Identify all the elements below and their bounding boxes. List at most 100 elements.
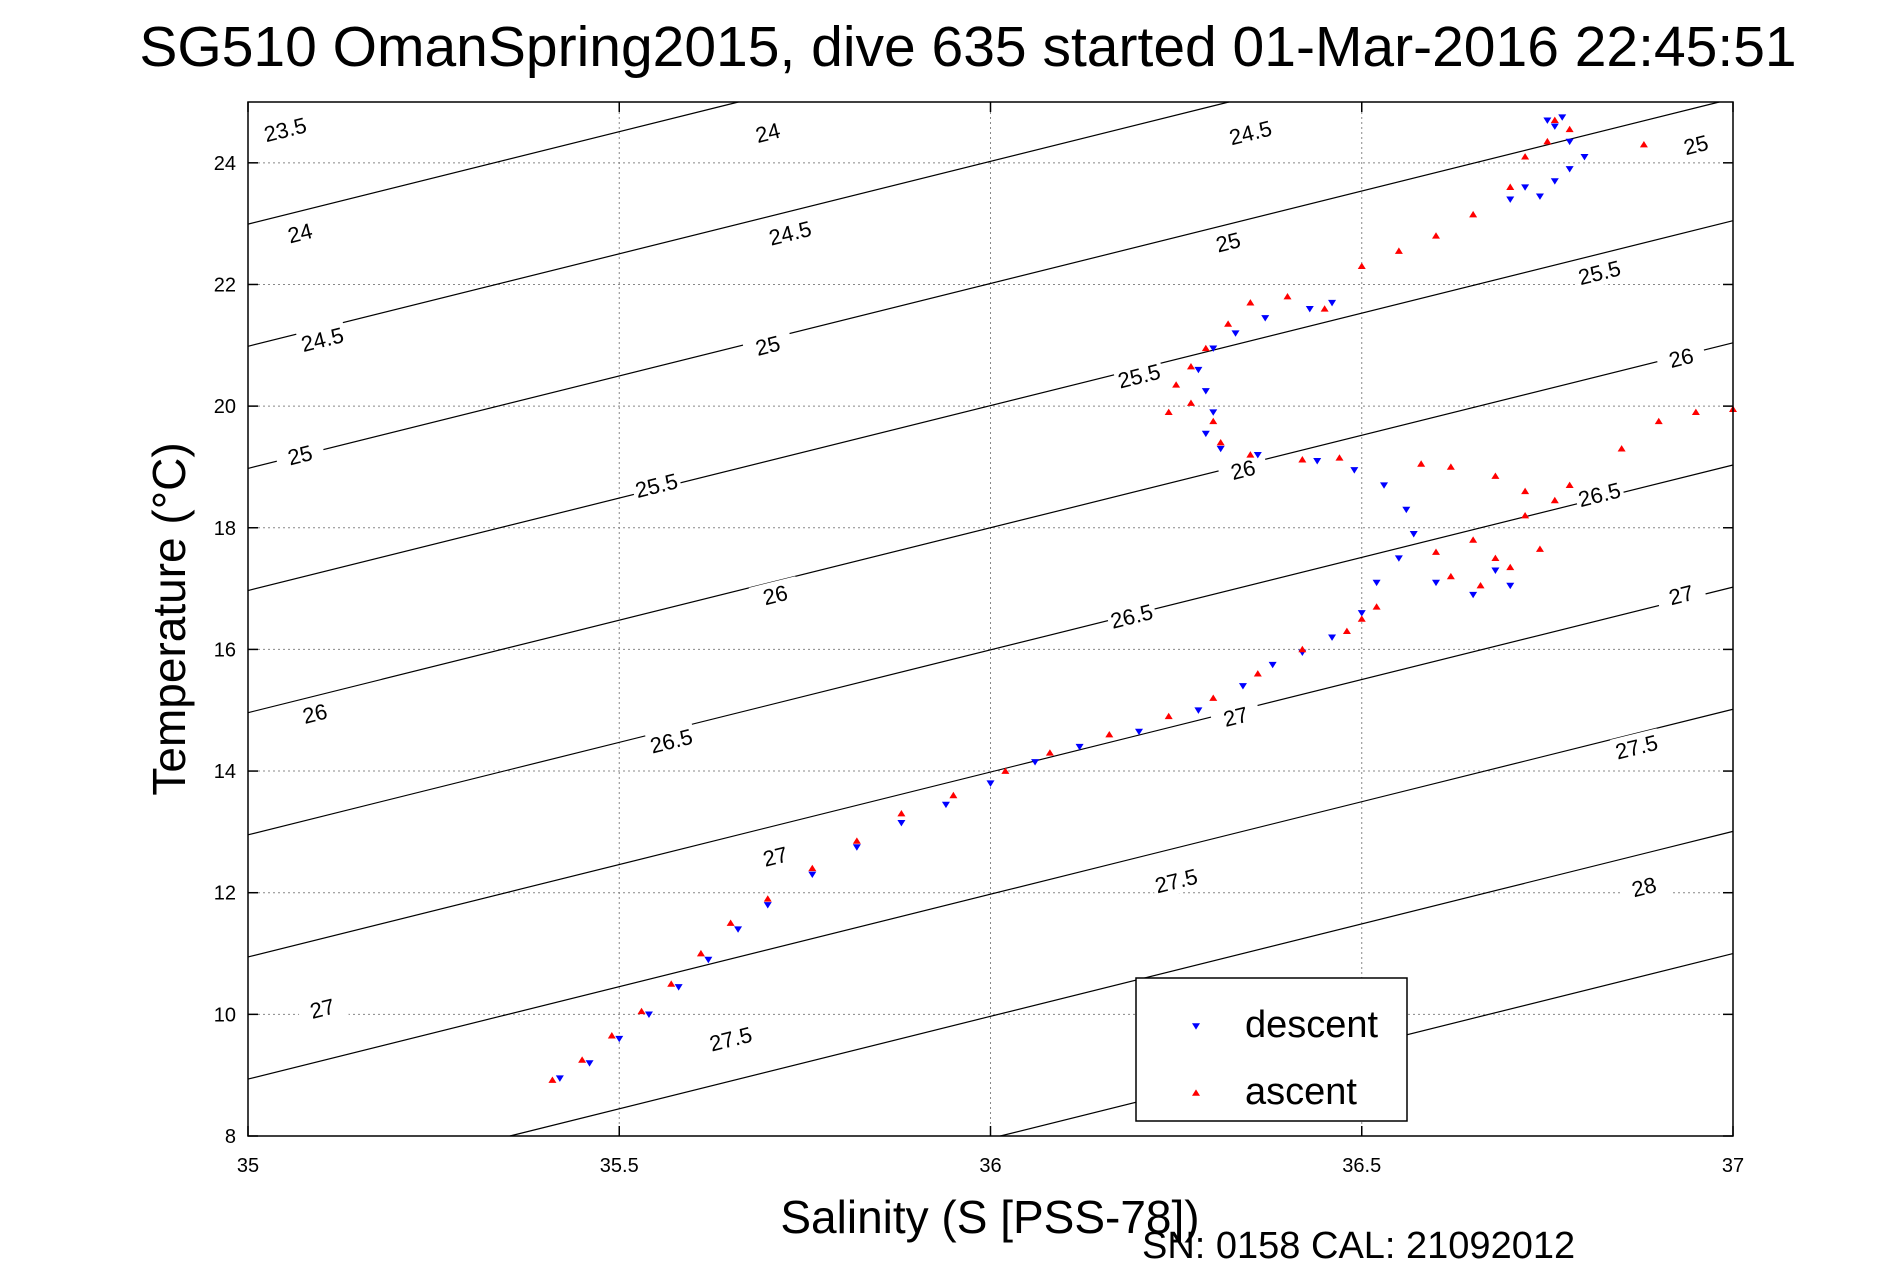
ascent-point [1246, 451, 1255, 458]
ascent-point [607, 1032, 616, 1039]
ascent-point [897, 810, 906, 817]
descent-point [1075, 743, 1084, 751]
contour-label-bg [1149, 862, 1203, 899]
ascent-point [1506, 183, 1515, 190]
contour-label-bg [748, 837, 802, 875]
descent-point [1580, 153, 1589, 161]
descent-point [1506, 196, 1515, 203]
descent-point [1469, 591, 1478, 599]
descent-point [1216, 445, 1225, 453]
descent-point [1268, 661, 1277, 669]
contour-label-bg [1112, 357, 1166, 395]
ascent-point [1335, 454, 1344, 461]
contour-label-bg [1572, 253, 1626, 291]
ascent-point [1372, 603, 1381, 610]
y-tick-label: 16 [214, 639, 236, 661]
descent-point [1394, 555, 1403, 562]
contour-label: 25 [1213, 227, 1243, 257]
ascent-point [1565, 125, 1574, 133]
legend-label-ascent: ascent [1245, 1071, 1357, 1113]
contour-label-bg [704, 1020, 758, 1058]
contour-label-bg [273, 214, 327, 252]
ascent-point [1357, 615, 1366, 622]
contour-label-bg [1209, 697, 1262, 735]
descent-point [1350, 467, 1359, 474]
descent-point [1506, 582, 1515, 590]
descent-point [1253, 451, 1262, 459]
ascent-point [1164, 712, 1173, 720]
contour-label-bg [1216, 450, 1270, 488]
descent-point [1201, 430, 1210, 438]
descent-point [852, 844, 861, 851]
ascent-point [1469, 210, 1478, 218]
ascent-point [1565, 481, 1574, 488]
y-axis-ticks: 8 10 12 14 16 18 20 22 24 [214, 153, 1733, 1148]
contour-label-bg [763, 214, 817, 252]
descent-point [644, 1011, 653, 1018]
descent-point [1031, 759, 1040, 766]
descent-point [1402, 506, 1411, 514]
contour-label: 26 [300, 699, 330, 729]
x-axis-label: Salinity (S [PSS-78]) [780, 1191, 1199, 1243]
descent-point [1535, 193, 1544, 200]
ascent-point [1521, 512, 1530, 519]
descent-point [1135, 728, 1143, 736]
contour-label: 24 [753, 118, 783, 148]
descent-point [1491, 567, 1500, 574]
contour-label-bg [1201, 223, 1255, 261]
descent-point [986, 780, 995, 787]
descent-point [734, 926, 743, 933]
contour-label-bg [1654, 339, 1708, 376]
contour-label-bg [258, 110, 312, 148]
contour-label: 27 [307, 994, 337, 1024]
y-tick-label: 22 [214, 274, 236, 296]
ascent-point [1521, 153, 1530, 160]
ascent-point [667, 980, 676, 987]
contour-label: 27 [1666, 580, 1696, 610]
ascent-point [1209, 417, 1218, 425]
ascent-point [1224, 320, 1233, 327]
density-contour-line [247, 464, 1734, 836]
y-tick-label: 12 [214, 883, 236, 905]
contour-label: 28 [1629, 872, 1659, 902]
descent-point [704, 956, 713, 964]
contour-label-bg [741, 113, 795, 151]
ascent-point [1506, 563, 1515, 571]
ascent-point [1417, 460, 1426, 467]
y-tick-label: 20 [214, 396, 236, 418]
contour-label-bg [295, 989, 349, 1027]
ascent-point [1186, 362, 1195, 370]
descent-point [1380, 482, 1389, 489]
y-tick-label: 14 [214, 761, 236, 783]
ascent-point [1446, 463, 1455, 470]
ascent-point [1550, 496, 1559, 504]
legend-marker-ascent [1192, 1089, 1200, 1096]
legend-marker-ascent-triangle [1192, 1089, 1200, 1096]
descent-point [1521, 184, 1530, 191]
descent-point [1194, 707, 1203, 714]
descent-series [555, 114, 1589, 1082]
density-contour-line [247, 586, 1734, 958]
ascent-point [1543, 137, 1552, 145]
contour-label: 26 [1228, 455, 1258, 485]
ascent-point [1201, 344, 1210, 352]
contour-label-bg [288, 694, 342, 732]
ascent-point [1476, 581, 1485, 589]
ascent-point [949, 791, 958, 799]
contour-label: 25 [753, 331, 783, 361]
descent-point [808, 871, 817, 879]
density-contours [247, 101, 1734, 1137]
density-contour-line [247, 342, 1734, 714]
contour-label-bg [748, 576, 802, 614]
descent-point [1558, 114, 1567, 121]
descent-point [1565, 138, 1574, 146]
descent-point [615, 1035, 624, 1043]
ascent-point [578, 1056, 587, 1063]
ascent-point [1432, 232, 1440, 239]
descent-point [1201, 388, 1210, 395]
ascent-point [1521, 487, 1530, 495]
ascent-point [548, 1076, 557, 1083]
descent-point [555, 1075, 564, 1082]
descent-point [1231, 330, 1240, 337]
